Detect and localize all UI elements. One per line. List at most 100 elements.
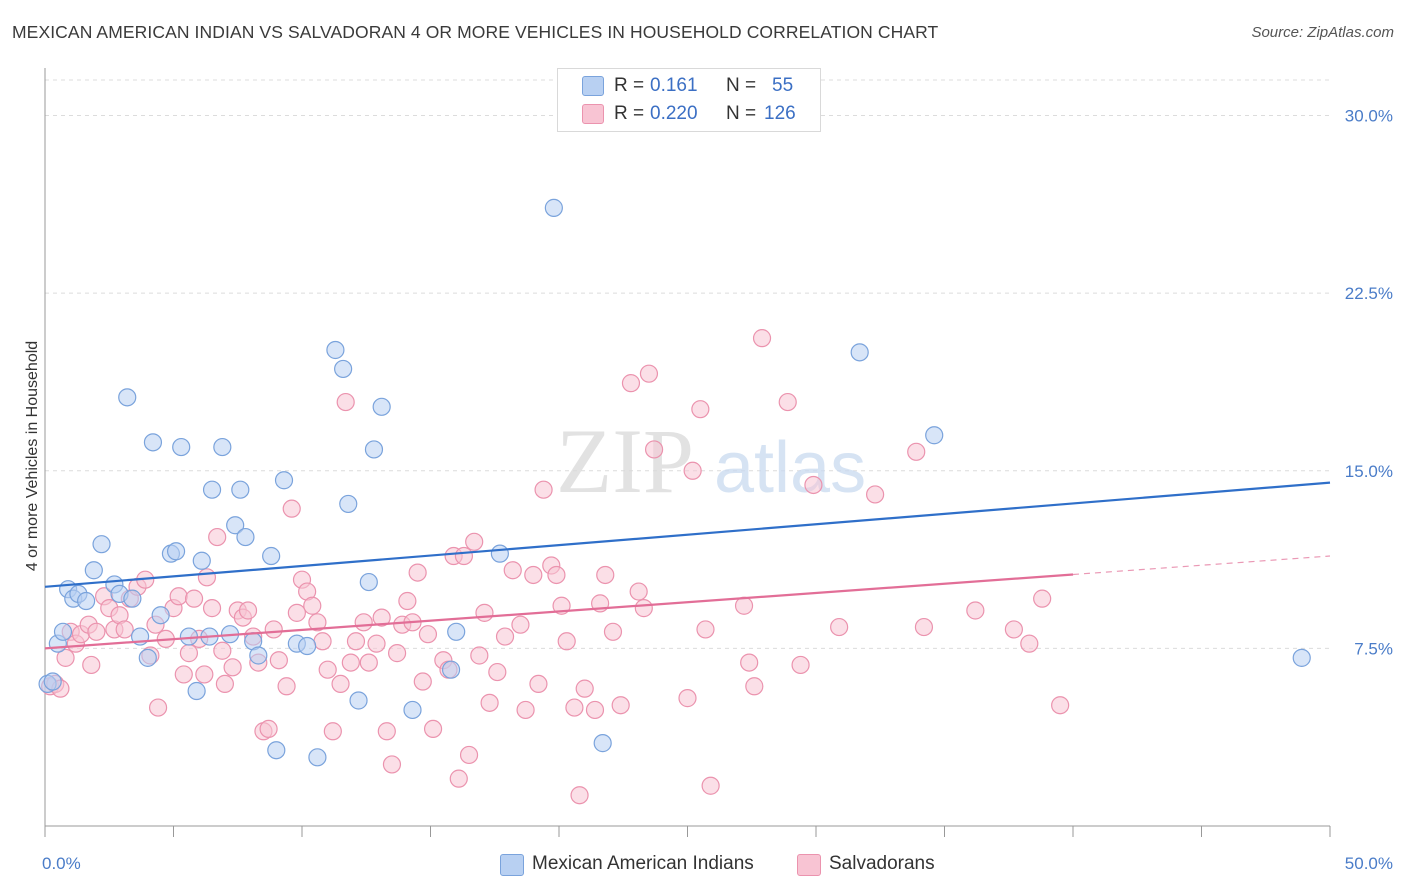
data-point: [308, 748, 327, 767]
data-point: [148, 698, 168, 717]
x-tick-label: 50.0%: [1345, 854, 1393, 873]
data-point: [249, 646, 268, 665]
data-point: [547, 565, 566, 585]
data-point: [213, 641, 232, 660]
data-point: [298, 636, 317, 656]
legend-n-value: 55: [772, 75, 794, 96]
data-point: [830, 617, 849, 637]
x-tick-label: 0.0%: [42, 854, 81, 873]
data-point: [303, 596, 322, 615]
data-point: [364, 440, 384, 459]
series-mexican-american-indians: [38, 198, 1311, 767]
data-point: [557, 632, 576, 651]
y-tick-label: 15.0%: [1345, 462, 1393, 481]
data-point: [447, 622, 466, 641]
data-point: [92, 535, 111, 554]
data-point: [262, 546, 281, 566]
data-point: [382, 755, 402, 774]
legend-label: Mexican American Indians: [532, 853, 754, 874]
data-point: [408, 563, 427, 582]
axes: [44, 68, 1331, 837]
legend-item-salvadorans: Salvadorans: [797, 850, 935, 878]
data-point: [151, 606, 170, 625]
trend-lines: [44, 481, 1331, 650]
data-point: [259, 719, 278, 739]
data-point: [359, 572, 378, 592]
data-point: [480, 693, 499, 712]
grid-lines: [45, 79, 1330, 649]
tick-labels: 7.5% 15.0% 22.5% 30.0% 0.0% 50.0%: [42, 107, 1393, 873]
data-point: [354, 613, 373, 632]
data-point: [236, 527, 255, 547]
trend-line-pink: [44, 573, 1074, 650]
y-tick-label: 22.5%: [1345, 284, 1393, 303]
data-point: [43, 672, 62, 691]
data-point: [226, 516, 245, 535]
data-point: [195, 665, 214, 684]
data-point: [629, 582, 648, 601]
data-point: [907, 442, 926, 461]
data-point: [745, 677, 764, 696]
data-point: [318, 660, 337, 679]
data-point: [804, 475, 823, 495]
data-point: [1004, 620, 1023, 639]
data-point: [454, 546, 474, 566]
data-point: [274, 471, 294, 490]
chart-title: MEXICAN AMERICAN INDIAN VS SALVADORAN 4 …: [12, 22, 939, 42]
data-point: [488, 662, 507, 682]
y-tick-label: 30.0%: [1345, 107, 1393, 126]
data-point: [267, 741, 286, 760]
data-point: [403, 700, 422, 720]
data-point: [529, 674, 548, 694]
legend-r-label: R =: [614, 103, 645, 124]
data-point: [339, 494, 358, 514]
data-point: [752, 329, 772, 348]
data-point: [925, 426, 944, 445]
legend-r-value: 0.220: [650, 103, 698, 124]
data-point: [313, 632, 332, 651]
data-point: [269, 651, 288, 670]
data-point: [459, 745, 479, 765]
data-point: [441, 660, 461, 679]
legend-swatch-blue: [500, 854, 524, 876]
data-point: [264, 620, 283, 639]
data-point: [418, 625, 438, 644]
data-point: [238, 601, 258, 620]
data-point: [84, 561, 103, 580]
trend-line-pink-extension: [1072, 555, 1331, 576]
data-point: [524, 565, 543, 585]
data-point: [174, 665, 193, 684]
data-point: [611, 696, 630, 715]
data-point: [231, 480, 250, 499]
data-point: [372, 397, 391, 416]
data-point: [449, 769, 468, 788]
data-point: [87, 622, 106, 641]
data-point: [308, 613, 327, 632]
data-point: [166, 542, 186, 561]
data-point: [470, 646, 489, 665]
data-point: [866, 485, 885, 504]
data-point: [465, 532, 484, 551]
data-point: [215, 674, 234, 694]
legend-label: Salvadorans: [829, 853, 935, 874]
data-point: [596, 565, 615, 585]
source-label: Source: ZipAtlas.com: [1251, 24, 1394, 41]
data-point: [123, 589, 142, 608]
data-point: [77, 591, 96, 611]
legend-swatch-pink: [582, 104, 604, 124]
data-point: [791, 655, 810, 675]
data-point: [172, 437, 191, 457]
data-point: [475, 603, 494, 622]
data-point: [202, 480, 222, 499]
data-point: [740, 653, 759, 672]
data-point: [683, 461, 702, 480]
data-point: [423, 719, 443, 739]
legend-swatch-blue: [582, 76, 604, 96]
data-point: [169, 587, 188, 606]
trend-line-blue: [44, 481, 1331, 588]
data-point: [341, 653, 360, 672]
data-point: [1020, 634, 1039, 653]
data-point: [115, 620, 134, 639]
data-point: [323, 722, 342, 741]
